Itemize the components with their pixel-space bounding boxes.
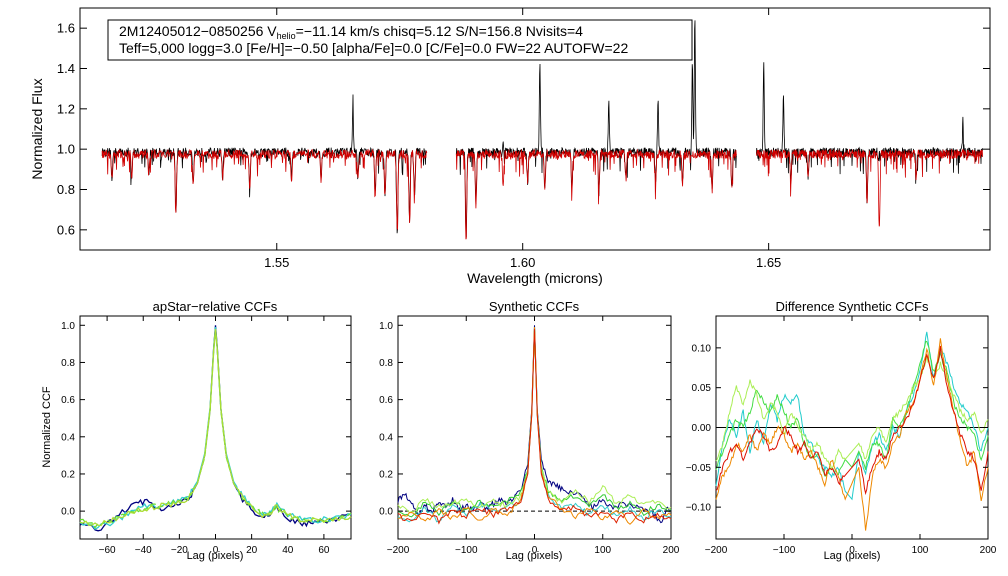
y-tick-label: 0.6 bbox=[379, 395, 393, 406]
apstar-ccf-series-layer bbox=[79, 325, 352, 532]
y-tick-label: 0.8 bbox=[61, 358, 75, 369]
spectrum-model-chip-1 bbox=[101, 148, 428, 231]
difference-ccf-series-layer bbox=[715, 331, 989, 531]
spectrum-x-label: Wavelength (microns) bbox=[467, 270, 603, 286]
apstar-ccf-series-visit-1 bbox=[79, 327, 352, 530]
difference-ccf-title: Difference Synthetic CCFs bbox=[776, 299, 929, 314]
synthetic-ccf-series-visit-4 bbox=[397, 327, 672, 525]
apstar-ccf-series-combined bbox=[79, 325, 352, 532]
x-tick-label: 0 bbox=[213, 545, 219, 556]
spectrum-axis-ticks: 1.55 1.60 1.65 0.6 0.8 1.0 1.2 1.4 1.6 bbox=[57, 8, 990, 270]
x-tick-label: −100 bbox=[773, 545, 796, 556]
y-tick-label: 1.0 bbox=[379, 321, 393, 332]
y-tick-label: 0.10 bbox=[692, 343, 712, 354]
y-tick-label: 1.4 bbox=[57, 61, 75, 76]
apstar-ccf-title: apStar−relative CCFs bbox=[153, 299, 278, 314]
x-tick-label: −40 bbox=[135, 545, 152, 556]
synthetic-ccf-axis-ticks: −200 −100 0 100 200 0.0 0.2 0.4 0.6 0.8 1.0 bbox=[379, 316, 680, 556]
y-tick-label: 0.2 bbox=[379, 469, 393, 480]
y-tick-label: 0.4 bbox=[379, 432, 393, 443]
synthetic-ccf-title: Synthetic CCFs bbox=[489, 299, 580, 314]
synthetic-ccf-frame bbox=[397, 315, 672, 540]
x-tick-label: −20 bbox=[171, 545, 188, 556]
y-tick-label: 1.0 bbox=[61, 321, 75, 332]
x-tick-label: 0 bbox=[849, 545, 855, 556]
y-tick-label: 0.0 bbox=[61, 507, 75, 518]
apstar-ccf-series-visit-2 bbox=[79, 330, 352, 529]
x-tick-label: −60 bbox=[99, 545, 116, 556]
spectrum-y-label: Normalized Flux bbox=[29, 78, 45, 179]
y-tick-label: 0.4 bbox=[61, 432, 75, 443]
apstar-ccf-panel: −60 −40 −20 0 20 40 60 0.0 0.2 0.4 0.6 0.8 1.0 apSta… bbox=[41, 299, 352, 562]
x-tick-label: 200 bbox=[663, 545, 680, 556]
difference-ccf-series-visit-5 bbox=[715, 345, 989, 496]
difference-ccf-axis-ticks: −200 −100 0 100 200 −0.10 −0.05 0.00 0.05 0.10 bbox=[686, 316, 997, 556]
difference-ccf-series-visit-4 bbox=[715, 338, 989, 531]
synthetic-ccf-series-visit-1 bbox=[397, 328, 672, 523]
spectrum-model-chip-2 bbox=[455, 148, 738, 240]
x-tick-label: 0 bbox=[532, 545, 538, 556]
difference-ccf-panel: −200 −100 0 100 200 −0.10 −0.05 0.00 0.05 0.10 Di… bbox=[686, 299, 997, 562]
annotation-line-1: 2M12405012−0850256 Vhelio=−11.14 km/s ch… bbox=[119, 23, 583, 41]
synthetic-ccf-series-layer bbox=[397, 325, 672, 525]
y-tick-label: −0.10 bbox=[686, 503, 712, 514]
synthetic-ccf-series-visit-2 bbox=[397, 327, 672, 518]
synthetic-ccf-panel: −200 −100 0 100 200 0.0 0.2 0.4 0.6 0.8 1.0 Synthe… bbox=[379, 299, 680, 562]
x-tick-label: −100 bbox=[455, 545, 478, 556]
x-tick-label: 60 bbox=[318, 545, 330, 556]
difference-ccf-x-label: Lag (pixels) bbox=[824, 550, 881, 562]
x-tick-label: 1.65 bbox=[756, 255, 781, 270]
spectrum-plot-frame bbox=[79, 7, 991, 251]
x-tick-label: 100 bbox=[912, 545, 929, 556]
apstar-ccf-axis-ticks: −60 −40 −20 0 20 40 60 0.0 0.2 0.4 0.6 0.8 1.0 bbox=[61, 316, 351, 556]
annotation-line-2: Teff=5,000 logg=3.0 [Fe/H]=−0.50 [alpha/… bbox=[119, 40, 628, 56]
y-tick-label: 0.6 bbox=[57, 222, 75, 237]
synthetic-ccf-series-combined bbox=[397, 325, 672, 524]
x-tick-label: −200 bbox=[387, 545, 410, 556]
synthetic-ccf-series-visit-3 bbox=[397, 328, 672, 514]
difference-ccf-series-visit-3 bbox=[715, 356, 989, 471]
synthetic-ccf-x-label: Lag (pixels) bbox=[506, 550, 563, 562]
x-tick-label: 100 bbox=[594, 545, 611, 556]
synthetic-ccf-series-visit-5 bbox=[397, 328, 672, 525]
y-tick-label: −0.05 bbox=[686, 463, 712, 474]
y-tick-label: 0.8 bbox=[57, 182, 75, 197]
difference-ccf-series-visit-1 bbox=[715, 331, 989, 501]
x-tick-label: −200 bbox=[705, 545, 728, 556]
y-tick-label: 0.8 bbox=[379, 358, 393, 369]
y-tick-label: 0.2 bbox=[61, 469, 75, 480]
annotation-box bbox=[107, 19, 693, 61]
spectrum-series-layer bbox=[101, 20, 983, 240]
y-tick-label: 0.00 bbox=[692, 423, 712, 434]
x-tick-label: 1.55 bbox=[264, 255, 289, 270]
apstar-ccf-y-label: Normalized CCF bbox=[41, 386, 53, 468]
y-tick-label: 1.0 bbox=[57, 142, 75, 157]
y-tick-label: 0.0 bbox=[379, 507, 393, 518]
apstar-ccf-series-visit-3 bbox=[79, 328, 352, 527]
spectrum-model-chip-3 bbox=[756, 148, 983, 227]
y-tick-label: 0.6 bbox=[61, 395, 75, 406]
x-tick-label: 1.60 bbox=[510, 255, 535, 270]
apstar-ccf-frame bbox=[79, 315, 352, 540]
spectrum-panel: 1.55 1.60 1.65 0.6 0.8 1.0 1.2 1.4 1.6 2M1240501… bbox=[29, 7, 991, 286]
x-tick-label: 20 bbox=[246, 545, 258, 556]
x-tick-label: 200 bbox=[980, 545, 997, 556]
y-tick-label: 0.05 bbox=[692, 383, 712, 394]
y-tick-label: 1.6 bbox=[57, 21, 75, 36]
x-tick-label: 40 bbox=[282, 545, 294, 556]
y-tick-label: 1.2 bbox=[57, 101, 75, 116]
apstar-ccf-x-label: Lag (pixels) bbox=[187, 550, 244, 562]
difference-ccf-series-visit-2 bbox=[715, 340, 989, 477]
